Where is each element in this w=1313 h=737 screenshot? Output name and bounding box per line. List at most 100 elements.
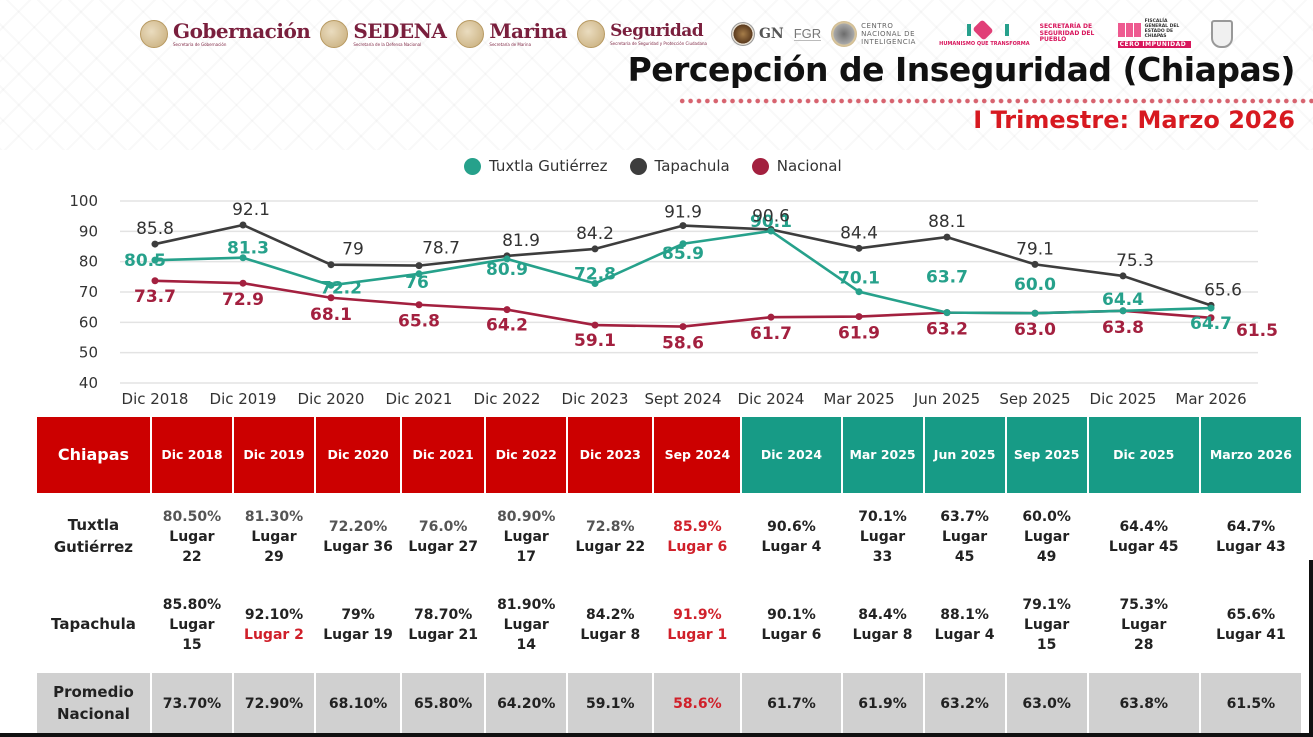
legend-marker-icon xyxy=(629,157,647,175)
data-point-tapachula xyxy=(943,233,951,241)
cell-rank: Lugar 33 xyxy=(859,528,906,566)
national-seal-icon xyxy=(140,20,168,48)
y-tick-label: 40 xyxy=(79,374,98,392)
table-cell: 80.90% Lugar 17 xyxy=(486,493,567,581)
data-point-tuxtla xyxy=(415,270,423,278)
legend-item-nacional: Nacional xyxy=(751,157,842,175)
data-label-tapachula: 88.1 xyxy=(928,212,966,232)
logo-ssp: SECRETARÍA DE SEGURIDAD DEL PUEBLO xyxy=(1039,23,1108,44)
logo-cni: CENTRO NACIONAL DE INTELIGENCIA xyxy=(831,21,921,47)
data-point-nacional xyxy=(327,294,335,302)
data-label-nacional: 73.7 xyxy=(134,287,176,307)
x-tick-label: Dic 2022 xyxy=(474,390,541,408)
column-header: Dic 2023 xyxy=(568,417,653,493)
cell-rank: Lugar 4 xyxy=(934,627,995,643)
column-header: Mar 2025 xyxy=(842,417,923,493)
x-tick-label: Dic 2019 xyxy=(210,390,277,408)
data-point-nacional xyxy=(767,313,775,321)
legend-label: Nacional xyxy=(776,157,842,175)
cell-rank: Lugar 49 xyxy=(1024,528,1070,566)
table-cell: 65.80% xyxy=(402,669,485,735)
table-row-tuxtla: Tuxtla Gutiérrez 80.50% Lugar 22 81.30% Luga… xyxy=(37,493,1301,581)
data-point-tapachula xyxy=(239,221,247,229)
decorative-divider xyxy=(678,96,1313,106)
cell-percent: 63.0% xyxy=(1022,695,1071,712)
cell-rank: Lugar 1 xyxy=(667,627,728,643)
table-cell: 63.7% Lugar 45 xyxy=(924,493,1005,581)
table-cell: 72.20% Lugar 36 xyxy=(316,493,401,581)
data-point-tuxtla xyxy=(1207,304,1215,312)
column-header: Jun 2025 xyxy=(924,417,1005,493)
data-label-nacional: 61.5 xyxy=(1236,321,1278,341)
data-point-nacional xyxy=(1207,314,1215,322)
cell-rank: Lugar 29 xyxy=(251,528,297,566)
data-label-nacional: 68.1 xyxy=(310,305,352,325)
cell-rank: Lugar 8 xyxy=(580,627,641,643)
cell-percent: 72.90% xyxy=(244,695,304,712)
legend-marker-icon xyxy=(464,157,481,175)
logo-label: FGR xyxy=(793,26,822,41)
cell-rank: Lugar 22 xyxy=(169,528,215,566)
cell-percent: 63.7% xyxy=(940,508,989,525)
x-tick-label: Sept 2024 xyxy=(644,390,721,408)
data-point-nacional xyxy=(855,313,863,321)
table-cell: 61.9% xyxy=(842,669,923,735)
table-cell: 78.70% Lugar 21 xyxy=(402,581,485,669)
page-subtitle: I Trimestre: Marzo 2026 xyxy=(973,106,1295,134)
logo-marina: Marina Secretaría de Marina xyxy=(456,20,568,48)
data-label-tuxtla: 85.9 xyxy=(662,244,704,264)
data-point-tuxtla xyxy=(151,256,159,264)
table-cell: 84.2% Lugar 8 xyxy=(568,581,653,669)
cell-percent: 58.6% xyxy=(673,695,722,712)
institution-logos: Gobernación Secretaría de Gobernación SED… xyxy=(140,14,1233,54)
column-header: Marzo 2026 xyxy=(1200,417,1301,493)
cell-percent: 84.4% xyxy=(858,606,907,623)
y-tick-label: 60 xyxy=(79,313,98,331)
data-point-tapachula xyxy=(1031,260,1039,268)
data-point-tuxtla xyxy=(503,255,511,263)
cell-percent: 64.20% xyxy=(497,695,556,712)
table-cell: 84.4% Lugar 8 xyxy=(842,581,923,669)
logo-label: SECRETARÍA DE SEGURIDAD DEL PUEBLO xyxy=(1039,23,1095,44)
logo-label: Seguridad xyxy=(610,20,704,41)
data-point-nacional xyxy=(503,306,511,314)
guardia-nacional-seal-icon xyxy=(730,22,755,46)
cell-rank: Lugar 2 xyxy=(244,627,304,643)
table-corner-header: Chiapas xyxy=(37,417,150,493)
data-label-tapachula: 85.8 xyxy=(136,219,174,239)
data-point-tapachula xyxy=(327,261,335,269)
table-cell: 80.50% Lugar 22 xyxy=(151,493,232,581)
logo-label: GN xyxy=(758,26,784,42)
table-cell: 90.1% Lugar 6 xyxy=(742,581,841,669)
table-cell: 63.8% xyxy=(1088,669,1199,735)
cell-percent: 64.4% xyxy=(1119,518,1169,535)
column-header: Dic 2022 xyxy=(486,417,567,493)
data-label-nacional: 72.9 xyxy=(222,290,264,310)
cell-percent: 59.1% xyxy=(586,695,635,712)
cell-percent: 84.2% xyxy=(586,606,635,623)
logo-label: SEDENA xyxy=(353,19,447,43)
table-cell: 88.1% Lugar 4 xyxy=(924,581,1005,669)
y-tick-label: 50 xyxy=(79,344,98,362)
data-point-tapachula xyxy=(855,244,863,252)
data-label-tapachula: 65.6 xyxy=(1204,280,1242,300)
cell-percent: 68.10% xyxy=(328,695,388,712)
logo-fgr: FGR xyxy=(793,26,822,41)
data-label-tuxtla: 64.7 xyxy=(1190,314,1232,334)
column-header: Dic 2025 xyxy=(1088,417,1199,493)
table-cell: 73.70% xyxy=(151,669,232,735)
cell-percent: 92.10% xyxy=(244,606,304,623)
cell-rank: Lugar 15 xyxy=(169,616,215,654)
data-point-tuxtla xyxy=(943,309,951,317)
data-label-tuxtla: 81.3 xyxy=(227,239,269,259)
table-cell: 63.2% xyxy=(924,669,1005,735)
cell-rank: Lugar 6 xyxy=(761,627,822,643)
logo-gobernacion: Gobernación Secretaría de Gobernación xyxy=(140,20,311,48)
cell-percent: 63.2% xyxy=(940,695,989,712)
data-label-tuxtla: 63.7 xyxy=(926,268,968,288)
data-point-tuxtla xyxy=(679,240,687,248)
right-border xyxy=(1309,560,1313,737)
data-label-tapachula: 78.7 xyxy=(422,239,460,259)
data-label-nacional: 65.8 xyxy=(398,312,440,332)
table-cell: 81.30% Lugar 29 xyxy=(233,493,315,581)
